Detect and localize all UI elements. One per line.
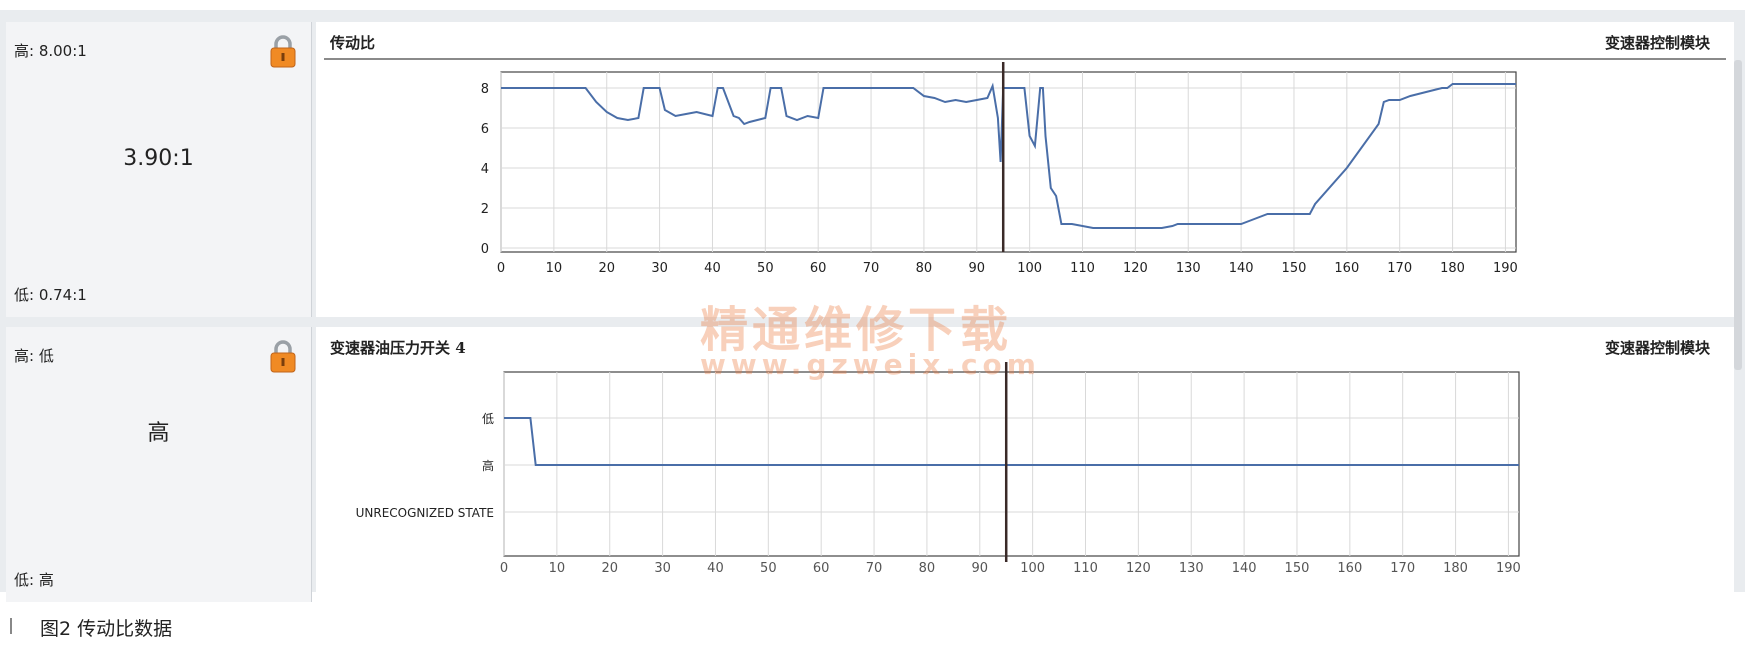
app-window: 高: 8.00:1 3.90:1 低: 0.74:1 传动比 变速器控制模块 0… — [0, 10, 1745, 602]
chart-title: 变速器油压力开关 4 — [330, 339, 466, 357]
x-tick-label: 0 — [500, 561, 508, 576]
low-limit-label: 低: 0.74:1 — [14, 286, 87, 304]
x-tick-label: 20 — [601, 561, 618, 576]
x-tick-label: 70 — [863, 261, 880, 276]
figure-caption: 图2 传动比数据 — [10, 614, 173, 641]
caption-text: 图2 传动比数据 — [40, 618, 173, 640]
watermark-text: 精通维修下载 — [700, 302, 1013, 358]
x-tick-label: 130 — [1179, 561, 1204, 576]
gear-ratio-value-panel: 高: 8.00:1 3.90:1 低: 0.74:1 — [6, 22, 312, 317]
chart-title: 传动比 — [330, 34, 376, 52]
gear-ratio-chart[interactable]: 0 10 20 30 40 50 60 70 80 90 100 110 120 130 140 150 160… — [316, 62, 1734, 317]
pressure-switch-chart-panel: 变速器油压力开关 4 变速器控制模块 0 10 20 30 40 50 60 70 80 90 10… — [316, 327, 1734, 602]
x-tick-label: 90 — [969, 261, 986, 276]
vertical-scrollbar[interactable] — [1734, 60, 1742, 370]
x-tick-label: 190 — [1493, 261, 1518, 276]
x-tick-label: 110 — [1070, 261, 1095, 276]
x-tick-label: 40 — [707, 561, 724, 576]
x-tick-label: 140 — [1232, 561, 1257, 576]
x-tick-label: 190 — [1496, 561, 1521, 576]
lock-icon[interactable] — [268, 34, 298, 68]
x-tick-label: 70 — [866, 561, 883, 576]
y-category-label: 高 — [482, 458, 494, 473]
x-tick-label: 100 — [1017, 261, 1042, 276]
x-tick-label: 30 — [651, 261, 668, 276]
x-tick-label: 160 — [1337, 561, 1362, 576]
caption-marker — [10, 618, 12, 634]
x-tick-label: 20 — [598, 261, 615, 276]
x-tick-label: 180 — [1443, 561, 1468, 576]
low-limit-label: 低: 高 — [14, 571, 54, 589]
x-tick-label: 10 — [549, 561, 566, 576]
x-tick-label: 0 — [497, 261, 505, 276]
watermark-url: www.gzweix.com — [700, 348, 1041, 381]
pressure-switch-chart[interactable]: 0 10 20 30 40 50 60 70 80 90 100 110 120 130 140 150 160… — [316, 362, 1734, 602]
x-tick-label: 180 — [1440, 261, 1465, 276]
y-tick-label: 0 — [481, 242, 489, 257]
x-tick-label: 150 — [1282, 261, 1307, 276]
module-name: 变速器控制模块 — [1604, 339, 1710, 357]
x-tick-label: 60 — [810, 261, 827, 276]
y-category-label: UNRECOGNIZED STATE — [356, 506, 494, 520]
x-tick-label: 140 — [1229, 261, 1254, 276]
x-tick-label: 130 — [1176, 261, 1201, 276]
x-tick-label: 120 — [1123, 261, 1148, 276]
plot-area — [500, 71, 1517, 253]
high-limit-label: 高: 8.00:1 — [14, 42, 87, 60]
x-tick-label: 50 — [757, 261, 774, 276]
x-tick-label: 100 — [1020, 561, 1045, 576]
x-tick-label: 170 — [1387, 261, 1412, 276]
x-tick-label: 170 — [1390, 561, 1415, 576]
current-switch-state: 高 — [147, 421, 170, 446]
switch-state-series-line — [504, 417, 1519, 466]
lock-icon[interactable] — [268, 339, 298, 373]
pressure-switch-value-panel: 高: 低 高 低: 高 — [6, 327, 312, 602]
pressure-switch-row: 高: 低 高 低: 高 变速器油压力开关 4 变速器控制模块 0 10 20 30 40… — [6, 327, 1734, 602]
x-tick-label: 80 — [919, 561, 936, 576]
y-tick-label: 6 — [481, 122, 489, 137]
x-tick-label: 90 — [972, 561, 989, 576]
x-tick-label: 40 — [704, 261, 721, 276]
high-limit-label: 高: 低 — [14, 347, 54, 365]
x-tick-label: 80 — [916, 261, 933, 276]
x-tick-label: 10 — [546, 261, 563, 276]
x-tick-label: 60 — [813, 561, 830, 576]
x-tick-label: 120 — [1126, 561, 1151, 576]
x-tick-label: 30 — [654, 561, 671, 576]
gear-ratio-series-line — [501, 82, 1516, 229]
x-tick-label: 150 — [1285, 561, 1310, 576]
y-category-label: 低 — [482, 412, 494, 426]
gear-ratio-chart-panel: 传动比 变速器控制模块 0 10 20 30 40 50 60 70 80 90 100 110 120… — [316, 22, 1734, 317]
divider — [324, 58, 1726, 60]
y-tick-label: 8 — [481, 82, 489, 97]
y-tick-label: 4 — [481, 162, 489, 177]
module-name: 变速器控制模块 — [1604, 34, 1710, 52]
current-gear-ratio-value: 3.90:1 — [123, 146, 194, 171]
x-tick-label: 110 — [1073, 561, 1098, 576]
y-tick-label: 2 — [481, 202, 489, 217]
gear-ratio-row: 高: 8.00:1 3.90:1 低: 0.74:1 传动比 变速器控制模块 0… — [6, 22, 1734, 317]
x-tick-label: 160 — [1334, 261, 1359, 276]
x-tick-label: 50 — [760, 561, 777, 576]
